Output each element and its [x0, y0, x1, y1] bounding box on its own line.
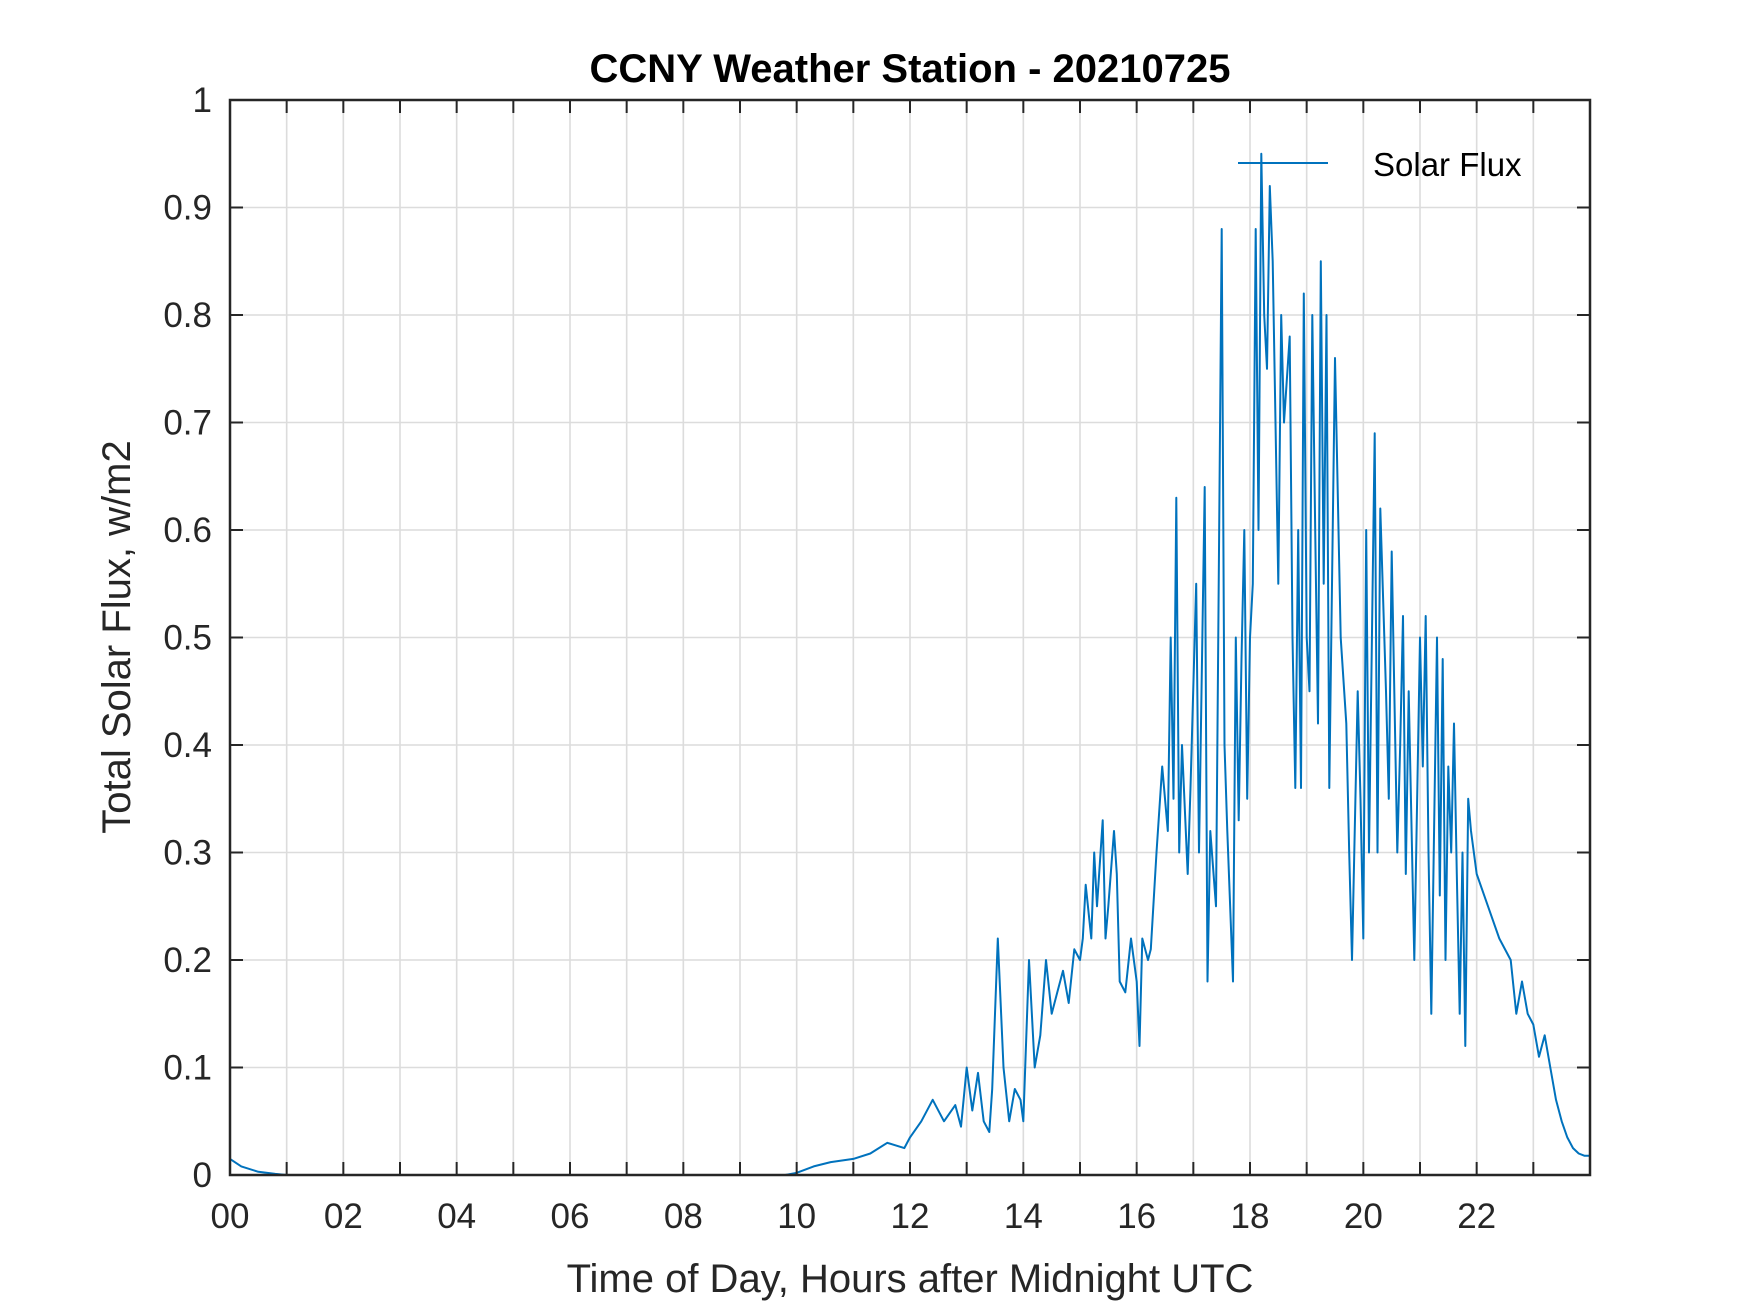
y-tick-label: 0 [193, 1156, 212, 1195]
x-tick-label: 00 [211, 1197, 250, 1236]
y-tick-label: 0.8 [163, 296, 212, 335]
y-tick-label: 0.2 [163, 941, 212, 980]
series-line-solar-flux [229, 152, 1590, 1176]
x-tick-label: 04 [437, 1197, 476, 1236]
x-tick-labels: 00 02 04 06 08 10 12 14 16 18 20 22 [211, 1197, 1497, 1236]
x-tick-label: 22 [1457, 1197, 1496, 1236]
x-tick-label: 02 [324, 1197, 363, 1236]
x-tick-label: 16 [1117, 1197, 1156, 1236]
x-tick-label: 12 [891, 1197, 930, 1236]
x-tick-label: 08 [664, 1197, 703, 1236]
y-tick-label: 0.4 [163, 726, 212, 765]
legend-label-solar-flux: Solar Flux [1373, 146, 1522, 183]
y-tick-label: 0.3 [163, 834, 212, 873]
y-tick-label: 0.7 [163, 404, 212, 443]
x-tick-label: 20 [1344, 1197, 1383, 1236]
y-gridlines [230, 206, 1590, 1069]
x-tick-label: 10 [777, 1197, 816, 1236]
y-tick-labels: 0 0.1 0.2 0.3 0.4 0.5 0.6 0.7 0.8 0.9 1 [163, 81, 212, 1195]
y-tick-label: 0.6 [163, 511, 212, 550]
y-tick-label: 0.1 [163, 1049, 212, 1088]
legend: Solar Flux [1238, 146, 1522, 183]
axis-ticks [230, 100, 1590, 1175]
x-tick-label: 14 [1004, 1197, 1043, 1236]
x-tick-label: 18 [1231, 1197, 1270, 1236]
chart-title: CCNY Weather Station - 20210725 [590, 47, 1231, 91]
x-axis-label: Time of Day, Hours after Midnight UTC [567, 1257, 1254, 1301]
y-tick-label: 1 [193, 81, 212, 120]
x-tick-label: 06 [551, 1197, 590, 1236]
y-axis-label: Total Solar Flux, w/m2 [95, 440, 139, 833]
y-tick-label: 0.9 [163, 189, 212, 228]
y-tick-label: 0.5 [163, 619, 212, 658]
